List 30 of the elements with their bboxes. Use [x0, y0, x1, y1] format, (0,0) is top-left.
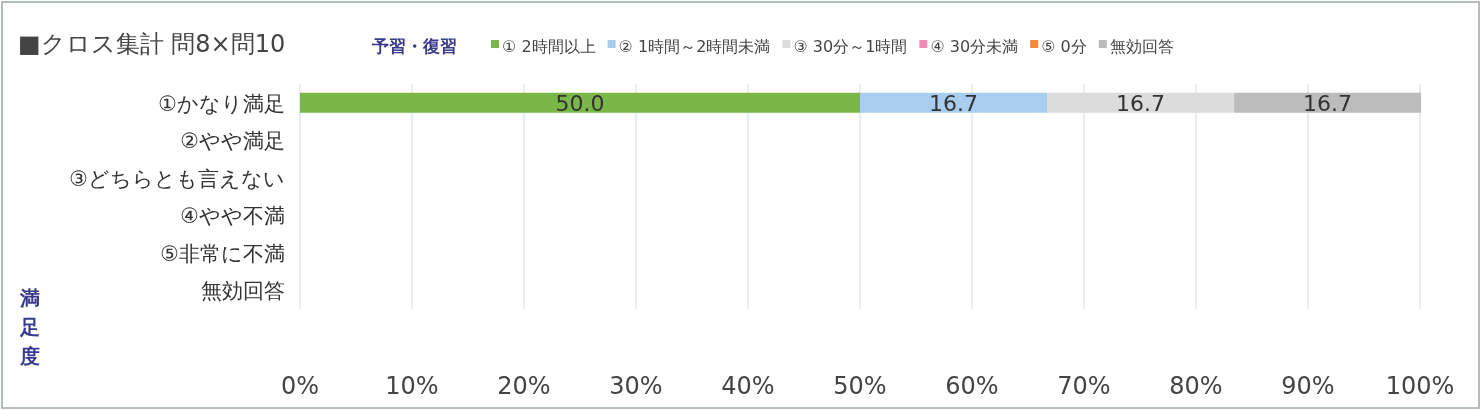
x-tick-label: 90% [1281, 372, 1335, 400]
data-label: 16.7 [1116, 90, 1166, 116]
y-tick-label: 無効回答 [201, 279, 285, 304]
y-tick-label: ①かなり満足 [158, 91, 285, 116]
legend-label: ③ 30分～1時間 [793, 37, 908, 56]
data-label: 50.0 [555, 90, 605, 116]
x-tick-label: 80% [1169, 372, 1223, 400]
x-tick-label: 30% [609, 372, 663, 400]
y-axis-title: 満足度 [19, 286, 40, 368]
x-tick-label: 40% [721, 372, 775, 400]
y-tick-label: ③どちらとも言えない [69, 166, 285, 191]
y-tick-label: ⑤非常に不満 [160, 241, 285, 266]
data-label: 16.7 [929, 90, 979, 116]
y-tick-label: ④やや不満 [180, 204, 285, 229]
x-tick-label: 60% [945, 372, 999, 400]
y-tick-label: ②やや満足 [180, 129, 285, 154]
legend-label: ① 2時間以上 [502, 37, 596, 56]
x-tick-label: 50% [833, 372, 887, 400]
legend-label: ⑤ 0分 [1041, 37, 1087, 56]
legend-label: ② 1時間～2時間未満 [618, 37, 771, 56]
x-tick-label: 0% [280, 372, 320, 400]
legend-title: 予習・復習 [371, 36, 457, 56]
x-tick-label: 20% [497, 372, 551, 400]
x-tick-label: 70% [1057, 372, 1111, 400]
x-tick-label: 10% [385, 372, 439, 400]
data-label: 16.7 [1303, 90, 1353, 116]
legend-label: ④ 30分未満 [930, 37, 1019, 56]
x-tick-label: 100% [1385, 372, 1455, 400]
chart-title: ■クロス集計 問8×問10 [18, 30, 286, 58]
legend-label: 無効回答 [1109, 37, 1174, 56]
